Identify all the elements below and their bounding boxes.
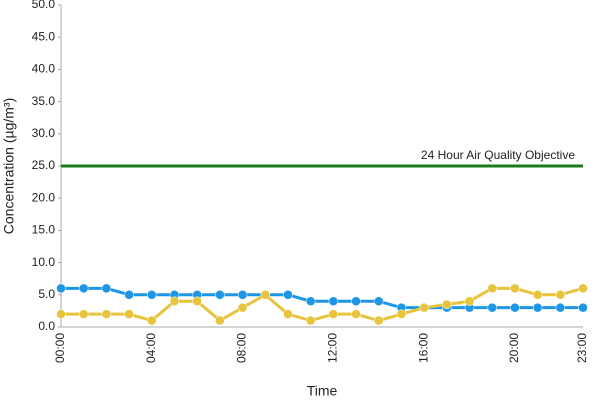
- data-point: [487, 302, 497, 313]
- x-tick-label: 16:00: [416, 333, 430, 363]
- data-point: [78, 283, 89, 294]
- x-tick-label: 08:00: [235, 333, 249, 363]
- data-point: [260, 290, 271, 300]
- y-tick-label: 40.0: [32, 62, 56, 76]
- y-tick-label: 5.0: [38, 287, 55, 301]
- data-point: [101, 309, 112, 319]
- data-point: [305, 315, 316, 326]
- y-tick-label: 45.0: [32, 29, 56, 43]
- data-point: [101, 283, 112, 294]
- y-tick-label: 0.0: [38, 319, 55, 333]
- y-tick-label: 15.0: [32, 223, 56, 237]
- data-point: [351, 309, 361, 319]
- x-tick-label: 20:00: [507, 333, 521, 363]
- y-tick-label: 50.0: [32, 0, 56, 11]
- data-point: [578, 302, 588, 313]
- data-point: [555, 290, 566, 300]
- data-point: [328, 309, 339, 319]
- y-tick-label: 10.0: [32, 255, 56, 269]
- data-point: [147, 315, 157, 326]
- data-point: [283, 290, 293, 300]
- data-point: [237, 290, 248, 300]
- reference-label: 24 Hour Air Quality Objective: [421, 148, 575, 162]
- x-axis-label: Time: [307, 383, 338, 399]
- data-point: [283, 309, 293, 319]
- data-point: [532, 290, 543, 300]
- data-point: [373, 315, 384, 326]
- data-point: [510, 302, 520, 313]
- data-point: [56, 309, 66, 319]
- y-tick-label: 30.0: [32, 126, 56, 140]
- x-tick-label: 23:00: [575, 333, 589, 363]
- x-tick-label: 00:00: [53, 333, 67, 363]
- y-axis-label: Concentration (µg/m³): [1, 98, 17, 234]
- data-point: [487, 283, 497, 294]
- data-point: [442, 299, 452, 310]
- series-line: [61, 286, 583, 310]
- data-point: [124, 290, 134, 300]
- data-point: [147, 290, 157, 300]
- data-point: [305, 296, 316, 306]
- y-tick-label: 20.0: [32, 190, 56, 204]
- data-point: [78, 309, 89, 319]
- y-tick-label: 25.0: [32, 158, 56, 172]
- data-point: [124, 309, 134, 319]
- data-point: [328, 296, 339, 306]
- y-tick-label: 35.0: [32, 94, 56, 108]
- data-point: [56, 283, 66, 294]
- data-point: [169, 296, 180, 306]
- data-point: [578, 283, 588, 294]
- data-point: [237, 302, 248, 313]
- data-point: [510, 283, 520, 294]
- data-point: [464, 296, 475, 306]
- data-point: [419, 302, 429, 313]
- x-tick-label: 12:00: [326, 333, 340, 363]
- data-point: [215, 290, 225, 300]
- data-point: [192, 296, 202, 306]
- x-tick-label: 04:00: [144, 333, 158, 363]
- data-point: [555, 302, 566, 313]
- data-point: [373, 296, 384, 306]
- series-line: [61, 286, 584, 323]
- data-point: [351, 296, 361, 306]
- data-point: [532, 302, 543, 313]
- data-point: [396, 309, 407, 319]
- data-point: [215, 315, 225, 326]
